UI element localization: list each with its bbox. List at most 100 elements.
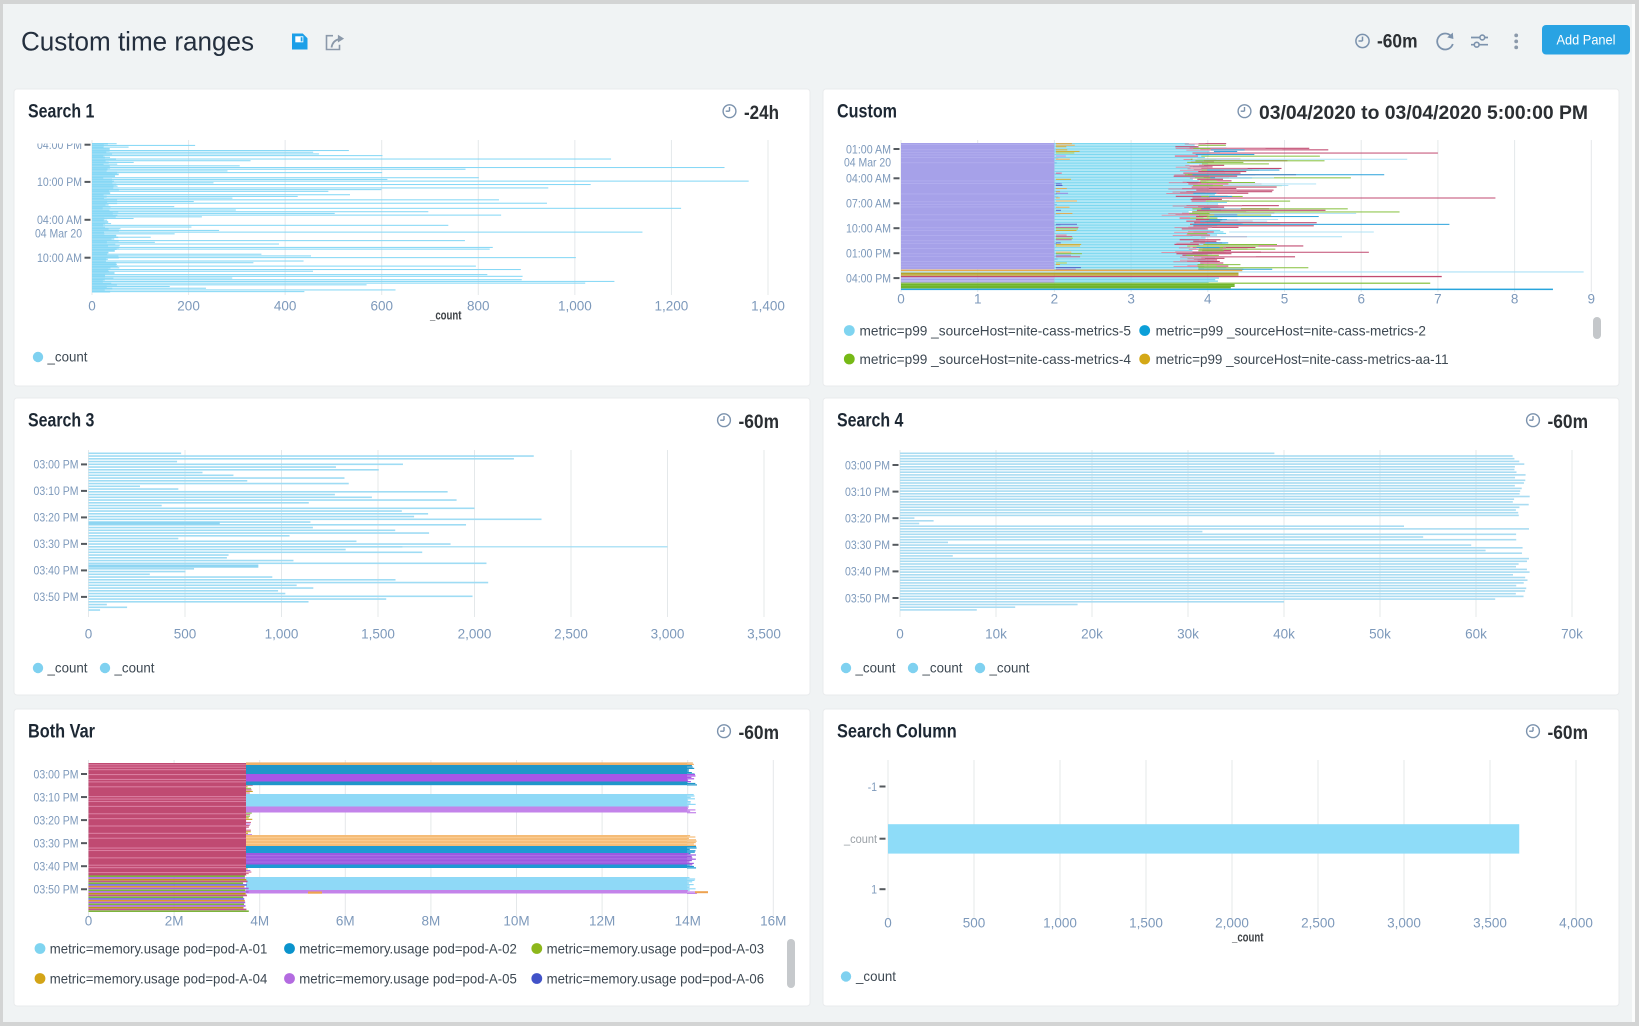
svg-text:_count: _count (429, 309, 462, 323)
svg-text:03:20 PM: 03:20 PM (34, 511, 79, 525)
svg-text:metric=p99 _sourceHost=nite-ca: metric=p99 _sourceHost=nite-cass-metrics… (1156, 351, 1449, 367)
svg-text:04:00 AM: 04:00 AM (37, 213, 82, 227)
svg-text:04 Mar 20: 04 Mar 20 (35, 227, 82, 241)
svg-text:04 Mar 20: 04 Mar 20 (844, 155, 891, 169)
svg-text:03:30 PM: 03:30 PM (845, 538, 890, 552)
svg-text:03:10 PM: 03:10 PM (34, 484, 79, 498)
svg-text:2,500: 2,500 (554, 627, 588, 642)
svg-text:01:00 PM: 01:00 PM (846, 247, 891, 261)
svg-text:Add Panel: Add Panel (1557, 31, 1616, 47)
svg-text:10k: 10k (985, 627, 1007, 642)
svg-text:_count: _count (47, 349, 88, 365)
svg-text:0: 0 (884, 916, 892, 931)
svg-text:03:00 PM: 03:00 PM (34, 458, 79, 472)
svg-text:_count: _count (114, 660, 155, 676)
svg-text:5: 5 (1281, 292, 1289, 307)
svg-text:03:40 PM: 03:40 PM (34, 564, 79, 578)
svg-text:6M: 6M (336, 913, 355, 928)
svg-text:metric=p99 _sourceHost=nite-ca: metric=p99 _sourceHost=nite-cass-metrics… (860, 351, 1132, 367)
svg-text:_count: _count (47, 660, 88, 676)
svg-text:2: 2 (1051, 292, 1059, 307)
svg-text:03:50 PM: 03:50 PM (845, 591, 890, 605)
svg-text:800: 800 (467, 299, 490, 314)
svg-text:03:50 PM: 03:50 PM (34, 590, 79, 604)
svg-text:2,000: 2,000 (458, 627, 492, 642)
svg-text:03:40 PM: 03:40 PM (34, 860, 79, 874)
svg-text:2M: 2M (165, 913, 184, 928)
svg-text:0: 0 (85, 913, 93, 928)
svg-text:_count: _count (989, 660, 1030, 676)
svg-text:_count: _count (855, 968, 896, 984)
svg-text:Custom: Custom (837, 102, 897, 123)
svg-text:03:50 PM: 03:50 PM (34, 883, 79, 897)
svg-text:3,500: 3,500 (747, 627, 781, 642)
svg-text:2,000: 2,000 (1215, 916, 1249, 931)
svg-text:4,000: 4,000 (1559, 916, 1593, 931)
svg-text:03:00 PM: 03:00 PM (845, 458, 890, 472)
svg-text:16M: 16M (760, 913, 786, 928)
svg-text:metric=memory.usage pod=pod-A-: metric=memory.usage pod=pod-A-03 (547, 940, 765, 956)
svg-text:50k: 50k (1369, 627, 1391, 642)
svg-text:2,500: 2,500 (1301, 916, 1335, 931)
svg-text:200: 200 (177, 299, 200, 314)
svg-text:Search 1: Search 1 (28, 102, 95, 123)
svg-text:0: 0 (88, 299, 96, 314)
svg-text:metric=p99 _sourceHost=nite-ca: metric=p99 _sourceHost=nite-cass-metrics… (1156, 322, 1427, 338)
svg-text:30k: 30k (1177, 627, 1199, 642)
svg-text:04:00 PM: 04:00 PM (846, 271, 891, 285)
svg-text:3,000: 3,000 (651, 627, 685, 642)
svg-text:-60m: -60m (1548, 723, 1589, 744)
svg-text:-60m: -60m (1548, 412, 1589, 433)
svg-text:-1: -1 (868, 780, 877, 794)
svg-text:-24h: -24h (744, 103, 779, 124)
svg-text:1: 1 (974, 292, 982, 307)
svg-text:Custom time ranges: Custom time ranges (21, 27, 254, 57)
svg-text:0: 0 (85, 627, 93, 642)
svg-text:_count: _count (922, 660, 963, 676)
svg-text:metric=memory.usage pod=pod-A-: metric=memory.usage pod=pod-A-02 (299, 940, 517, 956)
svg-text:1,000: 1,000 (265, 627, 299, 642)
svg-text:1,200: 1,200 (655, 299, 689, 314)
svg-text:600: 600 (370, 299, 393, 314)
svg-text:Search 3: Search 3 (28, 411, 94, 432)
svg-text:1: 1 (871, 883, 877, 897)
svg-text:8: 8 (1511, 292, 1519, 307)
svg-text:Both Var: Both Var (28, 722, 96, 743)
svg-text:metric=memory.usage pod=pod-A-: metric=memory.usage pod=pod-A-06 (547, 970, 765, 986)
svg-text:-60m: -60m (739, 723, 780, 744)
svg-text:03:30 PM: 03:30 PM (34, 537, 79, 551)
svg-text:Search Column: Search Column (837, 722, 957, 743)
svg-text:03:10 PM: 03:10 PM (845, 485, 890, 499)
svg-text:9: 9 (1588, 292, 1596, 307)
svg-text:10:00 PM: 10:00 PM (37, 175, 82, 189)
svg-text:03:10 PM: 03:10 PM (34, 790, 79, 804)
svg-text:03:30 PM: 03:30 PM (34, 836, 79, 850)
svg-text:metric=memory.usage pod=pod-A-: metric=memory.usage pod=pod-A-01 (50, 940, 268, 956)
svg-text:500: 500 (963, 916, 986, 931)
svg-text:60k: 60k (1465, 627, 1487, 642)
svg-text:40k: 40k (1273, 627, 1295, 642)
svg-text:12M: 12M (589, 913, 615, 928)
svg-text:14M: 14M (675, 913, 701, 928)
svg-text:7: 7 (1434, 292, 1442, 307)
svg-text:0: 0 (896, 627, 904, 642)
svg-text:4: 4 (1204, 292, 1212, 307)
svg-text:_count: _count (855, 660, 896, 676)
svg-text:-60m: -60m (739, 412, 780, 433)
svg-text:20k: 20k (1081, 627, 1103, 642)
svg-text:-60m: -60m (1377, 32, 1418, 53)
svg-text:3: 3 (1127, 292, 1135, 307)
svg-text:_count: _count (843, 832, 878, 846)
svg-text:10M: 10M (503, 913, 529, 928)
svg-text:1,500: 1,500 (361, 627, 395, 642)
svg-text:10:00 AM: 10:00 AM (846, 222, 891, 236)
svg-text:07:00 AM: 07:00 AM (846, 197, 891, 211)
svg-text:6: 6 (1357, 292, 1365, 307)
svg-text:metric=p99 _sourceHost=nite-ca: metric=p99 _sourceHost=nite-cass-metrics… (860, 322, 1132, 338)
svg-text:70k: 70k (1561, 627, 1583, 642)
svg-text:04:00 AM: 04:00 AM (846, 172, 891, 186)
svg-text:03:40 PM: 03:40 PM (845, 565, 890, 579)
svg-text:8M: 8M (422, 913, 441, 928)
svg-text:Search 4: Search 4 (837, 411, 904, 432)
svg-text:03:00 PM: 03:00 PM (34, 767, 79, 781)
